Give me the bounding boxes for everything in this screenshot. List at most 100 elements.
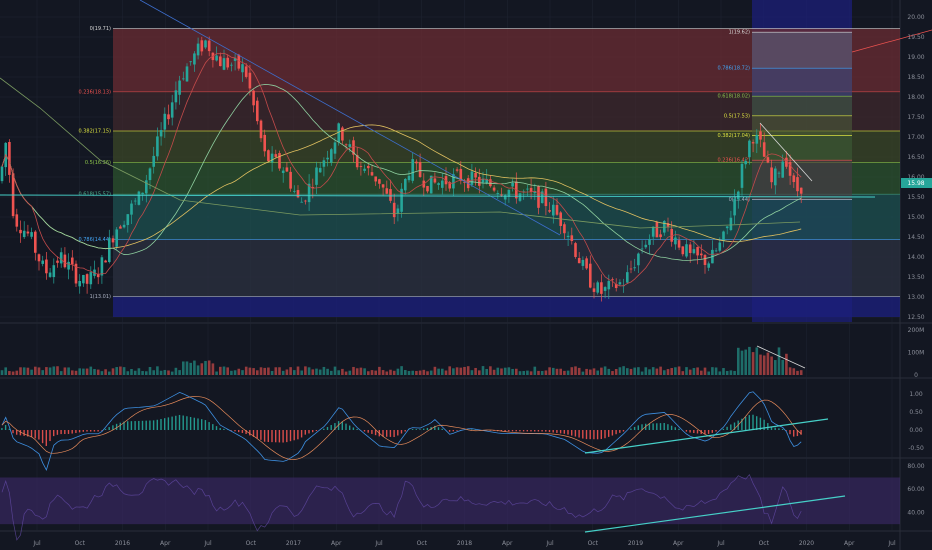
candle bbox=[230, 62, 233, 72]
candle-body bbox=[30, 232, 33, 237]
x-tick-label: 2017 bbox=[286, 540, 301, 547]
x-tick-label: Oct bbox=[588, 540, 599, 547]
macd-hist-bar bbox=[27, 430, 29, 437]
macd-hist-bar bbox=[104, 428, 107, 430]
candle-body bbox=[182, 78, 185, 80]
volume-bar bbox=[34, 366, 37, 375]
candle bbox=[433, 172, 437, 184]
macd-hist-bar bbox=[567, 430, 569, 435]
candle bbox=[385, 180, 389, 195]
volume-bars bbox=[0, 346, 803, 375]
candle-body bbox=[674, 237, 677, 245]
candle bbox=[644, 240, 648, 250]
candle-body bbox=[352, 140, 355, 155]
volume-bar bbox=[681, 371, 685, 375]
candle bbox=[204, 39, 207, 50]
macd-histogram bbox=[1, 414, 802, 446]
candle bbox=[363, 164, 366, 174]
candle-body bbox=[289, 171, 292, 189]
candle bbox=[207, 36, 211, 57]
volume-bar bbox=[189, 362, 192, 375]
candle bbox=[85, 273, 89, 294]
candle bbox=[252, 89, 255, 113]
macd-hist-bar bbox=[685, 430, 688, 432]
candle-body bbox=[270, 153, 274, 163]
volume-bar bbox=[296, 366, 300, 375]
candle bbox=[378, 178, 381, 189]
macd-hist-bar bbox=[300, 430, 303, 438]
volume-bar bbox=[374, 370, 377, 375]
macd-hist-bar bbox=[60, 430, 62, 435]
volume-bar bbox=[670, 368, 673, 375]
volume-bar bbox=[655, 368, 659, 375]
candle bbox=[537, 185, 540, 215]
candle bbox=[418, 153, 422, 178]
candle bbox=[633, 258, 636, 272]
candle bbox=[108, 229, 111, 264]
candle bbox=[762, 132, 766, 157]
candle-body bbox=[648, 239, 651, 245]
volume-bar bbox=[533, 366, 537, 375]
volume-bar bbox=[433, 366, 437, 375]
candle bbox=[426, 185, 429, 194]
macd-hist-bar bbox=[530, 430, 532, 432]
macd-tick-label: 0.00 bbox=[909, 427, 923, 434]
volume-bar bbox=[781, 359, 784, 375]
volume-bar bbox=[552, 367, 555, 375]
candle-body bbox=[574, 243, 577, 257]
macd-hist-bar bbox=[82, 430, 84, 432]
macd-hist-bar bbox=[156, 419, 158, 430]
volume-bar bbox=[470, 370, 474, 375]
macd-hist-bar bbox=[34, 430, 36, 439]
candle bbox=[696, 246, 699, 265]
candle-body bbox=[492, 187, 496, 191]
candle-body bbox=[63, 254, 67, 268]
macd-hist-bar bbox=[112, 425, 114, 430]
volume-bar bbox=[267, 367, 270, 375]
macd-hist-bar bbox=[452, 430, 454, 432]
volume-bar bbox=[233, 370, 237, 375]
macd-hist-bar bbox=[789, 430, 791, 435]
candle-body bbox=[485, 178, 488, 184]
macd-hist-bar bbox=[674, 427, 676, 430]
volume-bar bbox=[293, 370, 296, 375]
volume-bar bbox=[785, 353, 788, 375]
macd-hist-bar bbox=[67, 430, 70, 434]
candle bbox=[141, 192, 144, 201]
candle bbox=[722, 230, 725, 248]
volume-bar bbox=[108, 371, 111, 375]
fib-zone-right bbox=[752, 68, 852, 97]
macd-hist-bar bbox=[508, 430, 510, 432]
candle-body bbox=[796, 177, 799, 192]
candle-body bbox=[8, 141, 11, 175]
candle-body bbox=[122, 224, 126, 228]
candle bbox=[304, 199, 307, 205]
candle bbox=[552, 196, 555, 224]
candle-body bbox=[799, 187, 803, 194]
candle bbox=[115, 227, 118, 250]
macd-hist-bar bbox=[297, 430, 299, 440]
fib-extension-zone bbox=[113, 296, 900, 317]
volume-bar bbox=[607, 368, 611, 375]
macd-hist-bar bbox=[367, 430, 369, 433]
macd-hist-bar bbox=[767, 423, 769, 430]
volume-bar bbox=[89, 366, 93, 375]
x-tick-label: Oct bbox=[75, 540, 86, 547]
volume-bar bbox=[304, 366, 307, 375]
candle bbox=[748, 139, 751, 165]
volume-bar bbox=[685, 367, 688, 375]
candle bbox=[178, 75, 181, 105]
volume-bar bbox=[674, 367, 677, 375]
volume-bar bbox=[677, 366, 681, 375]
candle-body bbox=[481, 178, 485, 183]
candle bbox=[677, 236, 681, 251]
macd-hist-bar bbox=[730, 424, 732, 430]
fib-zone-right bbox=[752, 135, 852, 161]
candle-body bbox=[337, 123, 340, 143]
macd-hist-bar bbox=[123, 421, 125, 430]
candle bbox=[104, 259, 107, 263]
candle bbox=[122, 220, 126, 229]
candle bbox=[333, 137, 337, 160]
fib-level-label-right: 0.618(18.02) bbox=[717, 94, 750, 100]
